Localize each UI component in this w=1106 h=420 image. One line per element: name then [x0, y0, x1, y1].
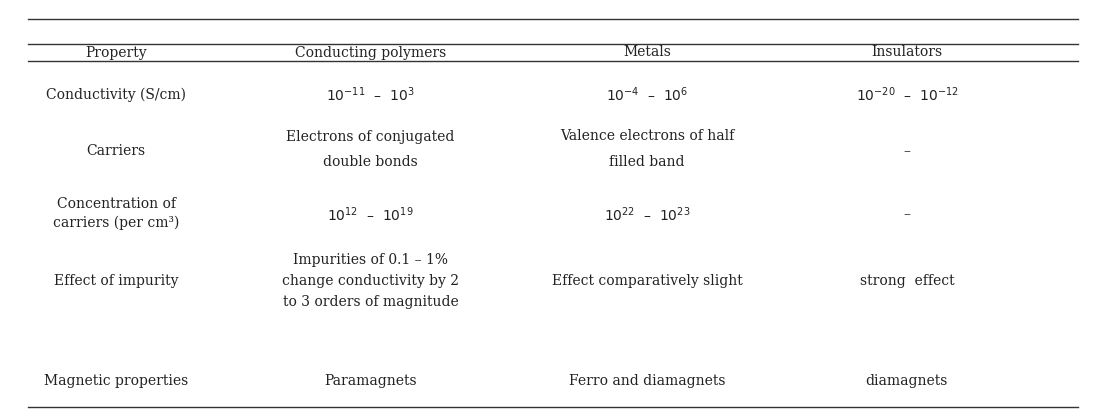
- Text: $10^{-4}$  –  $10^{6}$: $10^{-4}$ – $10^{6}$: [606, 85, 688, 104]
- Text: $10^{22}$  –  $10^{23}$: $10^{22}$ – $10^{23}$: [604, 205, 690, 223]
- Text: Magnetic properties: Magnetic properties: [44, 374, 188, 388]
- Text: change conductivity by 2: change conductivity by 2: [282, 274, 459, 289]
- Text: Carriers: Carriers: [86, 144, 146, 158]
- Text: Insulators: Insulators: [872, 45, 942, 60]
- Text: carriers (per cm³): carriers (per cm³): [53, 215, 179, 230]
- Text: diamagnets: diamagnets: [866, 374, 948, 388]
- Text: Effect comparatively slight: Effect comparatively slight: [552, 274, 742, 289]
- Text: Conducting polymers: Conducting polymers: [295, 45, 446, 60]
- Text: –: –: [904, 207, 910, 221]
- Text: $10^{-20}$  –  $10^{-12}$: $10^{-20}$ – $10^{-12}$: [856, 85, 958, 104]
- Text: Metals: Metals: [623, 45, 671, 60]
- Text: $10^{12}$  –  $10^{19}$: $10^{12}$ – $10^{19}$: [327, 205, 414, 223]
- Text: filled band: filled band: [609, 155, 685, 169]
- Text: Effect of impurity: Effect of impurity: [54, 274, 178, 289]
- Text: double bonds: double bonds: [323, 155, 418, 169]
- Text: Ferro and diamagnets: Ferro and diamagnets: [568, 374, 726, 388]
- Text: Valence electrons of half: Valence electrons of half: [560, 129, 734, 144]
- Text: to 3 orders of magnitude: to 3 orders of magnitude: [283, 295, 458, 310]
- Text: Conductivity (S/cm): Conductivity (S/cm): [46, 87, 186, 102]
- Text: Paramagnets: Paramagnets: [324, 374, 417, 388]
- Text: Property: Property: [85, 45, 147, 60]
- Text: –: –: [904, 144, 910, 158]
- Text: Concentration of: Concentration of: [56, 197, 176, 211]
- Text: $10^{-11}$  –  $10^{3}$: $10^{-11}$ – $10^{3}$: [326, 85, 415, 104]
- Text: Impurities of 0.1 – 1%: Impurities of 0.1 – 1%: [293, 253, 448, 268]
- Text: strong  effect: strong effect: [859, 274, 954, 289]
- Text: Electrons of conjugated: Electrons of conjugated: [286, 129, 455, 144]
